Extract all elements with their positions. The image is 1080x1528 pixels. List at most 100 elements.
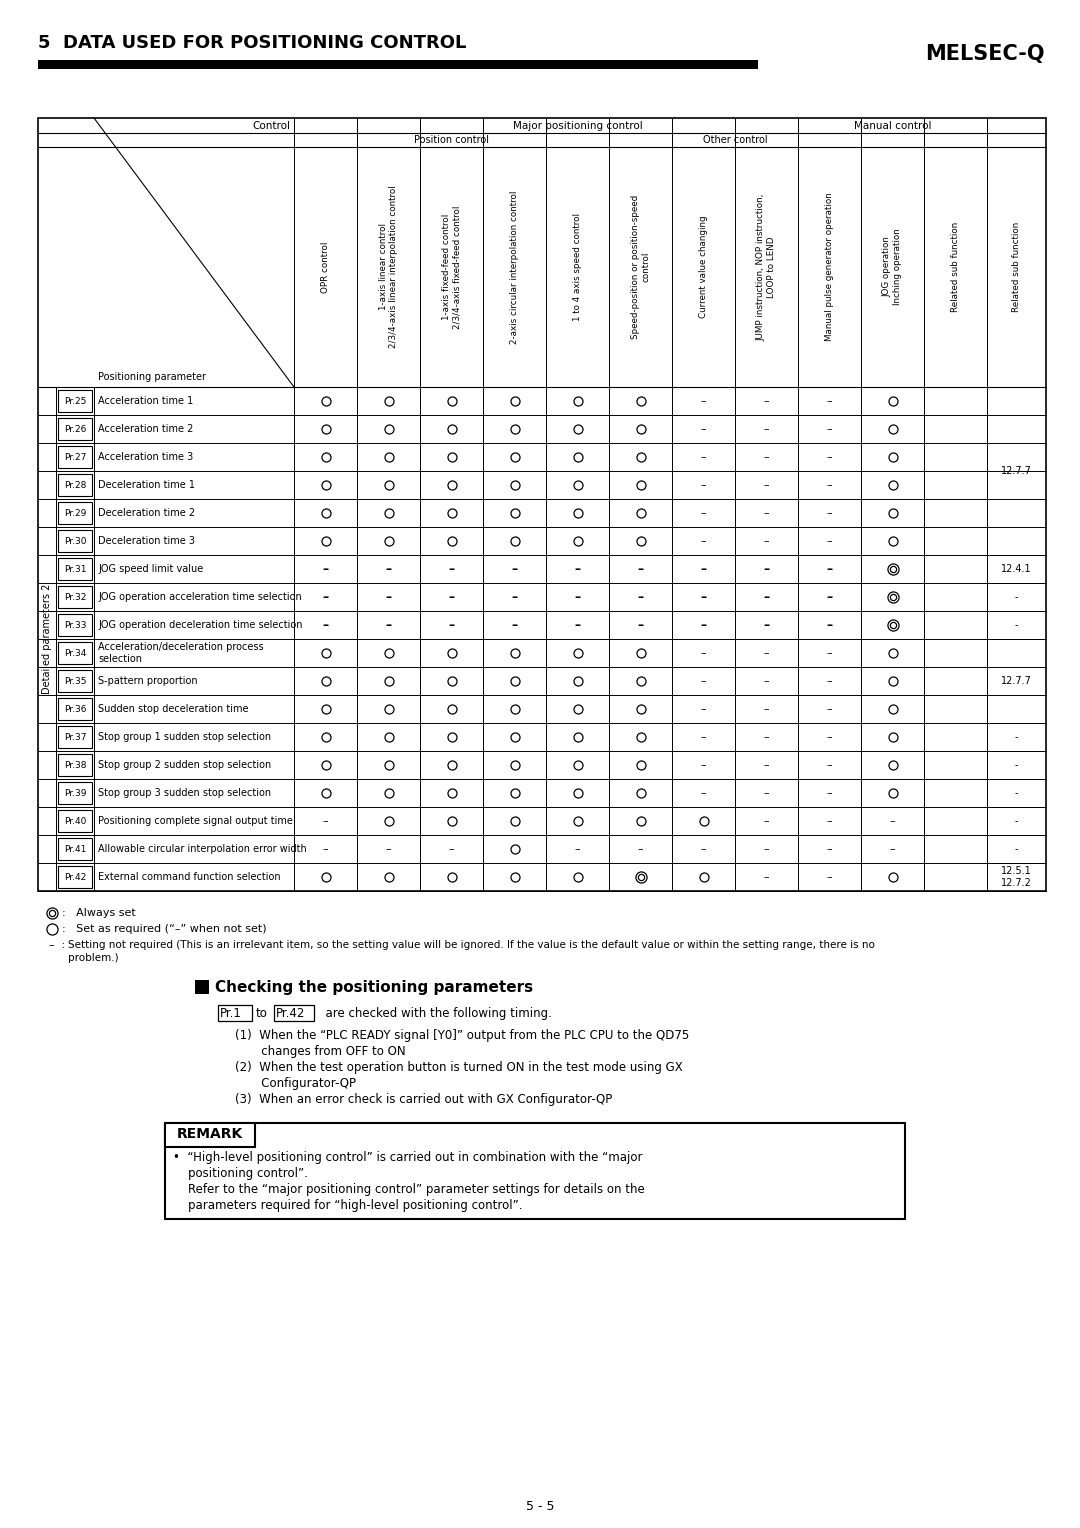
Bar xyxy=(38,118,1047,891)
Text: Pr.27: Pr.27 xyxy=(64,452,86,461)
Text: Pr.31: Pr.31 xyxy=(64,564,86,573)
Bar xyxy=(58,474,92,497)
Text: –: – xyxy=(764,759,769,770)
Text: –: – xyxy=(701,704,706,714)
Text: –: – xyxy=(764,480,769,490)
Text: –: – xyxy=(764,562,770,576)
Text: –: – xyxy=(764,704,769,714)
Text: Position control: Position control xyxy=(414,134,489,145)
Text: :   Set as required (“–” when not set): : Set as required (“–” when not set) xyxy=(62,924,267,934)
Text: –: – xyxy=(826,480,833,490)
Text: –: – xyxy=(764,872,769,882)
Text: –: – xyxy=(512,590,517,604)
Text: –: – xyxy=(637,562,644,576)
Text: Major positioning control: Major positioning control xyxy=(513,121,643,131)
Text: 1 to 4 axis speed control: 1 to 4 axis speed control xyxy=(573,212,582,321)
Text: -: - xyxy=(1015,788,1018,798)
Text: Related sub function: Related sub function xyxy=(951,222,960,312)
Bar xyxy=(58,558,92,581)
Text: -: - xyxy=(1015,732,1018,743)
Text: –: – xyxy=(386,562,392,576)
Text: -: - xyxy=(1015,816,1018,827)
Text: –: – xyxy=(826,396,833,406)
Text: to: to xyxy=(256,1007,268,1021)
Bar xyxy=(58,753,92,776)
Text: –: – xyxy=(826,536,833,545)
Text: –: – xyxy=(448,562,455,576)
Bar xyxy=(58,698,92,720)
Text: Pr.32: Pr.32 xyxy=(64,593,86,602)
Text: –: – xyxy=(575,562,581,576)
Text: Sudden stop deceleration time: Sudden stop deceleration time xyxy=(98,704,248,714)
Text: JUMP instruction, NOP instruction,
LOOP to LEND: JUMP instruction, NOP instruction, LOOP … xyxy=(757,194,777,341)
Text: -: - xyxy=(1015,843,1018,854)
Text: Configurator-QP: Configurator-QP xyxy=(235,1077,356,1089)
Text: –: – xyxy=(764,843,769,854)
Text: –: – xyxy=(701,562,706,576)
Text: Pr.28: Pr.28 xyxy=(64,480,86,489)
Text: –: – xyxy=(826,619,833,631)
Text: –: – xyxy=(701,423,706,434)
Bar xyxy=(58,669,92,692)
Text: –: – xyxy=(386,843,391,854)
Text: Pr.1: Pr.1 xyxy=(220,1007,242,1021)
Text: JOG operation deceleration time selection: JOG operation deceleration time selectio… xyxy=(98,620,302,630)
Text: Stop group 3 sudden stop selection: Stop group 3 sudden stop selection xyxy=(98,788,271,798)
Bar xyxy=(58,866,92,888)
Text: 1-axis linear control
2/3/4-axis linear interpolation control: 1-axis linear control 2/3/4-axis linear … xyxy=(379,185,399,348)
Text: –: – xyxy=(826,423,833,434)
Text: MELSEC-Q: MELSEC-Q xyxy=(926,44,1045,64)
Bar xyxy=(58,837,92,860)
Bar xyxy=(38,60,758,69)
Text: –: – xyxy=(764,675,769,686)
Text: Pr.34: Pr.34 xyxy=(64,648,86,657)
Text: Acceleration/deceleration process
selection: Acceleration/deceleration process select… xyxy=(98,642,264,663)
Text: –: – xyxy=(826,872,833,882)
Text: Refer to the “major positioning control” parameter settings for details on the: Refer to the “major positioning control”… xyxy=(173,1183,645,1196)
Text: •  “High-level positioning control” is carried out in combination with the “majo: • “High-level positioning control” is ca… xyxy=(173,1151,643,1164)
Text: 12.7.7: 12.7.7 xyxy=(1001,466,1031,477)
Text: –: – xyxy=(323,562,328,576)
Text: –: – xyxy=(448,843,455,854)
Text: –: – xyxy=(826,843,833,854)
Text: –: – xyxy=(701,759,706,770)
Text: Stop group 2 sudden stop selection: Stop group 2 sudden stop selection xyxy=(98,759,271,770)
Text: –: – xyxy=(826,452,833,461)
Text: parameters required for “high-level positioning control”.: parameters required for “high-level posi… xyxy=(173,1199,523,1212)
Text: –: – xyxy=(826,704,833,714)
Text: –: – xyxy=(764,452,769,461)
Text: –: – xyxy=(764,507,769,518)
Text: S-pattern proportion: S-pattern proportion xyxy=(98,675,198,686)
Text: –: – xyxy=(890,816,895,827)
Bar xyxy=(58,614,92,636)
Text: –: – xyxy=(448,590,455,604)
Bar xyxy=(58,446,92,468)
Text: (1)  When the “PLC READY signal [Y0]” output from the PLC CPU to the QD75: (1) When the “PLC READY signal [Y0]” out… xyxy=(235,1028,689,1042)
Text: Control: Control xyxy=(252,121,291,131)
Text: (3)  When an error check is carried out with GX Configurator-QP: (3) When an error check is carried out w… xyxy=(235,1093,612,1106)
Text: problem.): problem.) xyxy=(68,953,119,963)
Bar xyxy=(58,810,92,833)
Text: Positioning parameter: Positioning parameter xyxy=(98,371,206,382)
Text: 2-axis circular interpolation control: 2-axis circular interpolation control xyxy=(510,191,519,344)
Bar xyxy=(165,1123,905,1219)
Text: JOG operation
Inching operation: JOG operation Inching operation xyxy=(882,229,902,306)
Text: –: – xyxy=(512,562,517,576)
Text: –: – xyxy=(764,590,770,604)
Text: –: – xyxy=(764,536,769,545)
Text: Pr.42: Pr.42 xyxy=(64,872,86,882)
Text: 12.4.1: 12.4.1 xyxy=(1001,564,1031,575)
Text: –: – xyxy=(323,590,328,604)
Text: –: – xyxy=(448,619,455,631)
Text: (2)  When the test operation button is turned ON in the test mode using GX: (2) When the test operation button is tu… xyxy=(235,1060,683,1074)
Text: Deceleration time 1: Deceleration time 1 xyxy=(98,480,195,490)
Text: Pr.41: Pr.41 xyxy=(64,845,86,854)
Text: –: – xyxy=(701,480,706,490)
Text: –: – xyxy=(764,619,770,631)
Text: Positioning complete signal output time: Positioning complete signal output time xyxy=(98,816,293,827)
Bar xyxy=(218,1005,252,1021)
Text: Current value changing: Current value changing xyxy=(699,215,708,318)
Text: Pr.40: Pr.40 xyxy=(64,816,86,825)
Text: –: – xyxy=(701,648,706,659)
Text: Pr.42: Pr.42 xyxy=(276,1007,306,1021)
